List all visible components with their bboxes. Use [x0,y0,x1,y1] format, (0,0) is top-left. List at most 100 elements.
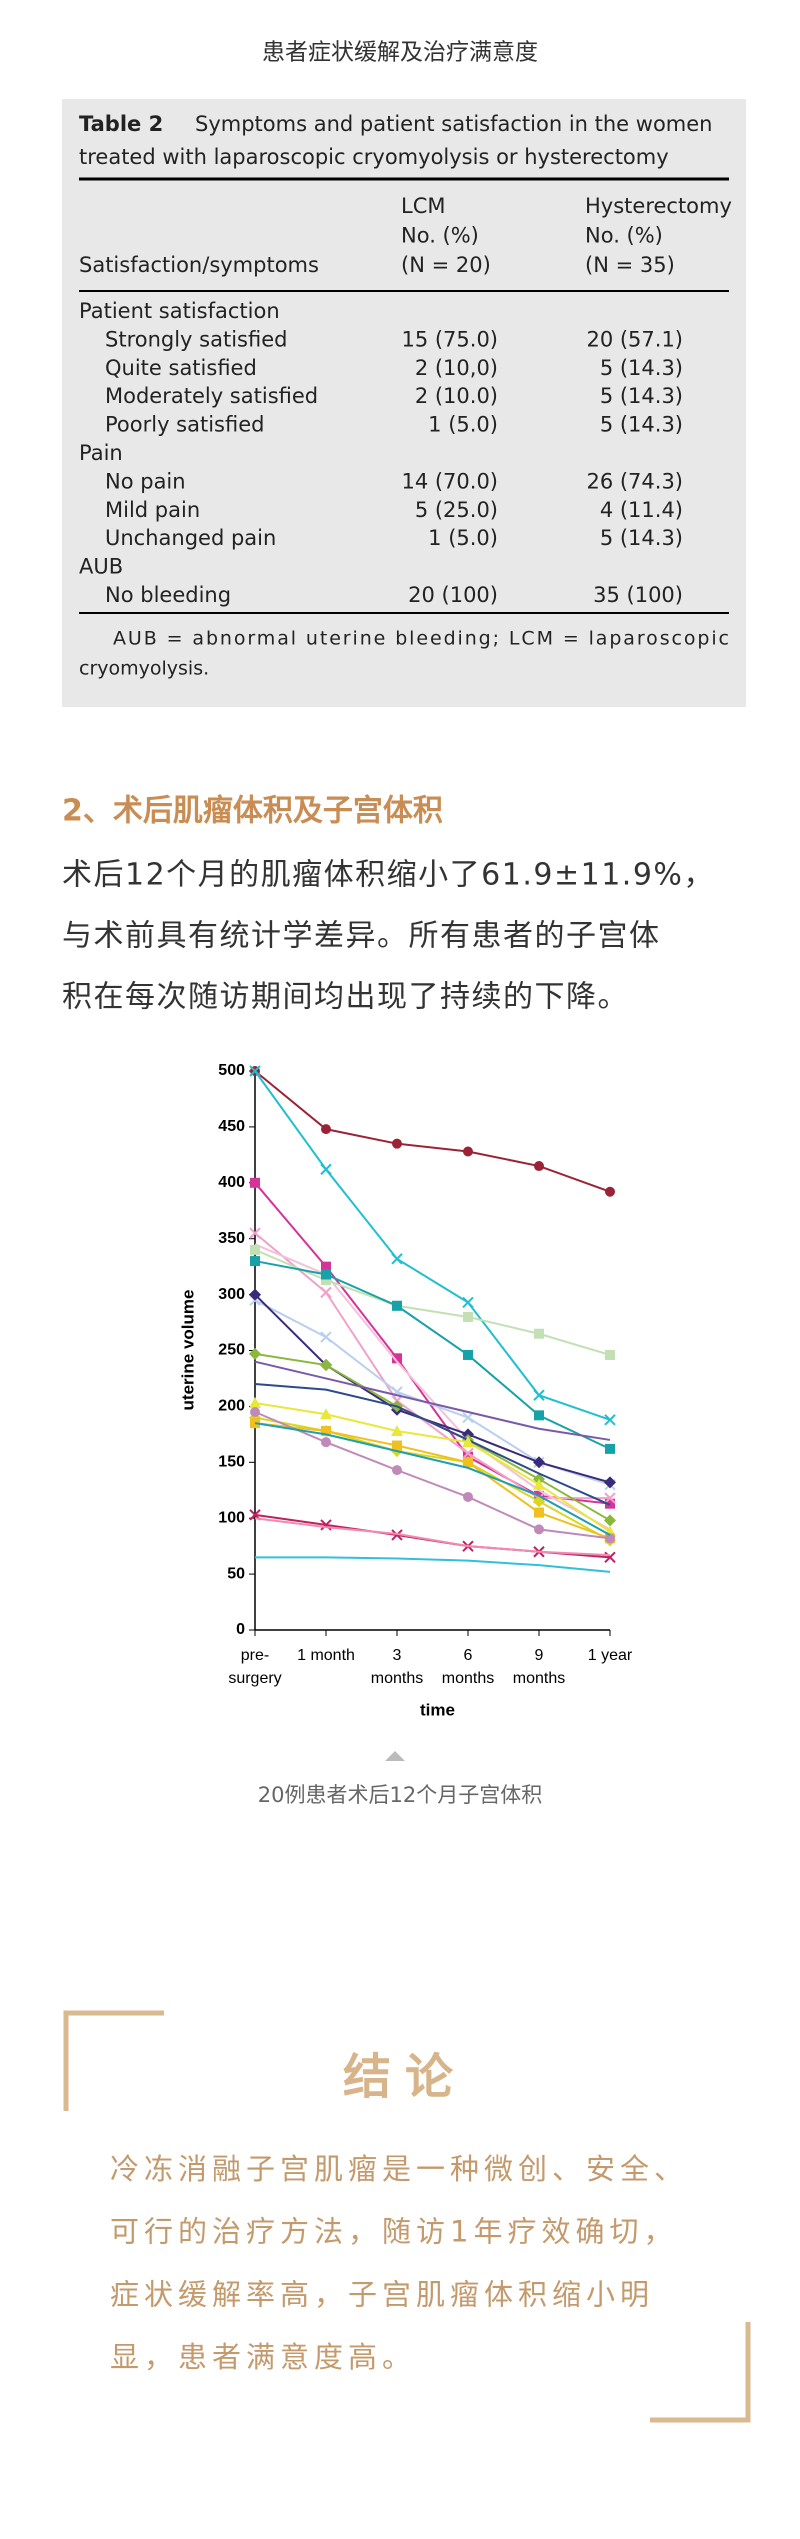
series-line [254,1232,610,1500]
marker [534,1507,544,1518]
section-heading: 2、术后肌瘤体积及子宫体积 [62,794,443,829]
y-tick-label: 100 [218,1509,245,1526]
marker [462,1411,474,1424]
marker [392,1138,402,1149]
marker [320,1163,332,1176]
cell: 20 (100) [408,583,498,607]
conclusion-line: 显，患者满意度高。 [110,2340,416,2374]
y-tick-label: 250 [218,1342,245,1359]
cell: 26 (74.3) [586,469,683,493]
marker [321,1124,331,1135]
conclusion-line: 冷冻消融子宫肌瘤是一种微创、安全、 [110,2152,688,2186]
marker [321,1437,331,1448]
series-line [254,1360,611,1441]
table-box [62,99,746,707]
table-caption: treated with laparoscopic cryomyolysis o… [79,145,669,169]
marker [320,1286,332,1299]
page-title: 患者症状缓解及治疗满意度 [262,40,538,66]
marker [605,1498,615,1509]
cell: 4 (11.4) [600,498,683,522]
footnote: AUB = abnormal uterine bleeding; LCM = l… [113,628,729,650]
marker [463,1311,473,1322]
y-tick-label: 150 [218,1454,245,1471]
marker [391,1253,403,1265]
y-tick-label: 350 [218,1230,245,1247]
x-axis-label: time [420,1700,455,1719]
row-label: Quite satisfied [105,356,257,380]
column-header: (N = 35) [585,253,675,277]
cell: 14 (70.0) [401,469,498,493]
marker [534,1524,544,1535]
conclusion-line: 可行的治疗方法，随访1年疗效确切， [110,2215,677,2249]
marker [391,1424,403,1436]
cell: 5 (14.3) [600,356,683,380]
marker [462,1436,474,1448]
marker [605,1349,615,1360]
conclusion-line: 症状缓解率高，子宫肌瘤体积缩小明 [110,2277,654,2311]
marker [392,1465,402,1476]
marker [392,1440,402,1451]
paragraph-line: 与术前具有统计学差异。所有患者的子宫体 [62,919,661,954]
series-line [255,1556,611,1573]
series-line [254,1070,611,1193]
marker [392,1300,402,1311]
marker [533,1478,545,1490]
row-label: Poorly satisfied [105,413,264,437]
x-tick-label: pre- [241,1647,269,1664]
cell: 1 (5.0) [428,413,498,437]
marker [463,1491,473,1502]
series-line [254,1422,611,1540]
cell: 5 (14.3) [600,526,683,550]
marker [604,1414,616,1426]
marker [249,1288,261,1301]
column-header: Satisfaction/symptoms [79,253,319,277]
x-tick-label: 9 [535,1647,544,1664]
column-header: (N = 20) [401,253,491,277]
cell: 20 (57.1) [586,327,683,351]
series-line [254,1513,611,1559]
series-line [254,1248,611,1356]
marker [321,1275,331,1286]
cell: 35 (100) [593,583,683,607]
marker [249,1065,261,1077]
y-axis-label: uterine volume [178,1290,197,1411]
section-title: Patient satisfaction [79,299,280,323]
marker [321,1425,331,1436]
marker [463,1457,473,1468]
marker [534,1328,544,1339]
y-tick-label: 50 [227,1565,245,1582]
x-tick-label: surgery [228,1670,281,1687]
cell: 2 (10.0) [415,384,498,408]
x-tick-label: months [442,1670,494,1687]
marker [463,1349,473,1360]
marker [249,1227,261,1239]
cell: 1 (5.0) [428,526,498,550]
row-label: No pain [105,469,186,493]
y-tick-label: 300 [218,1286,245,1303]
series-line [254,1260,611,1450]
cell: 2 (10,0) [415,356,498,380]
figure-caption: 20例患者术后12个月子宫体积 [258,1783,542,1807]
paragraph-line: 术后12个月的肌瘤体积缩小了61.9±11.9%， [62,858,715,893]
frame-corner [650,2322,751,2423]
cell: 5 (14.3) [600,413,683,437]
marker [250,1406,260,1417]
marker [604,1476,616,1489]
marker [534,1410,544,1421]
row-label: Moderately satisfied [105,384,318,408]
x-tick-label: 1 year [588,1647,633,1664]
marker [533,1456,545,1469]
series-line [254,1070,611,1421]
x-tick-label: months [371,1670,423,1687]
marker [320,1331,332,1343]
paragraph-line: 积在每次随访期间均出现了持续的下降。 [62,980,629,1015]
marker [533,1389,545,1401]
series-line [254,1293,611,1484]
cell: 5 (14.3) [600,384,683,408]
marker [462,1447,474,1460]
table-label: Table 2 [79,112,163,136]
y-tick-label: 450 [218,1118,245,1135]
marker [320,1359,332,1372]
marker [462,1296,474,1309]
